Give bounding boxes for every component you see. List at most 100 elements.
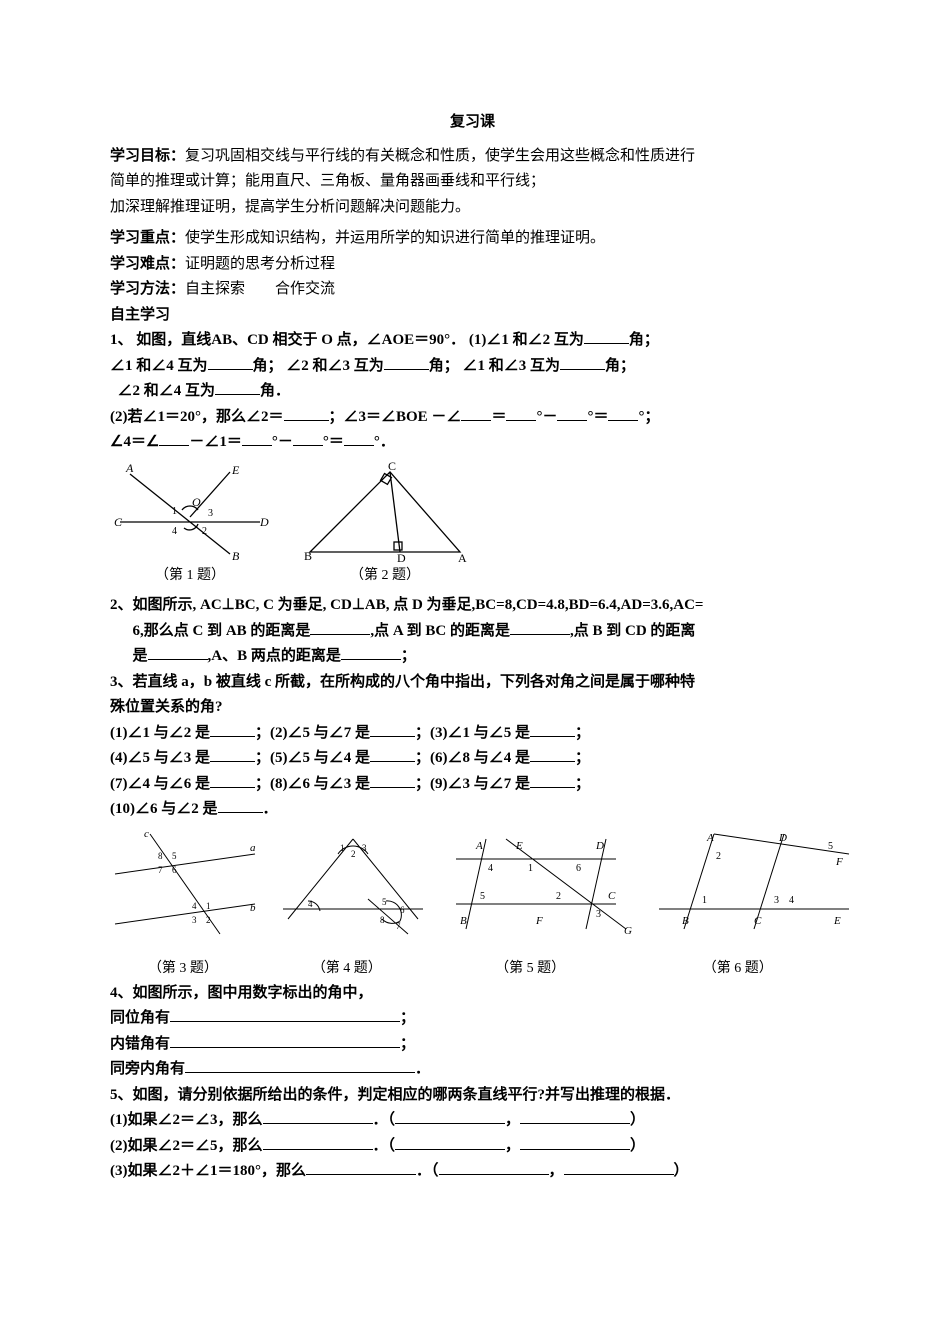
blank <box>170 1006 400 1022</box>
caption-3: （第 3 题） <box>110 957 256 981</box>
q4-period: ． <box>415 1061 430 1077</box>
q1-2a: (2)若∠1＝20°，那么∠2＝ <box>110 409 284 425</box>
q1-line1: 1、 如图，直线AB、CD 相交于 O 点，∠AOE＝90°． (1)∠1 和∠… <box>110 328 835 354</box>
fig5-C: C <box>608 890 616 902</box>
q2-b: 6,那么点 C 到 AB 的距离是 <box>133 623 311 639</box>
q1-2i: °－ <box>272 434 293 450</box>
q5-line1: 5、如图，请分别依据所给出的条件，判定相应的哪两条直线平行?并写出推理的根据． <box>110 1083 835 1109</box>
fig5-n3: 3 <box>596 909 601 920</box>
q4-line4: 同旁内角有 ． <box>110 1057 835 1083</box>
q3-7: (7)∠4 与∠6 是 <box>110 776 210 792</box>
q2-f: ,A、B 两点的距离是 <box>208 648 341 664</box>
blank <box>306 1159 416 1175</box>
q3-row1: (1)∠1 与∠2 是；(2)∠5 与∠7 是；(3)∠1 与∠5 是； <box>110 721 835 747</box>
fig5-n2: 2 <box>556 891 561 902</box>
q2-line3: 是,A、B 两点的距离是； <box>110 644 835 670</box>
blank <box>215 379 260 395</box>
caption-2: （第 2 题） <box>300 564 470 588</box>
fig4-n6: 6 <box>400 905 405 915</box>
q1-2k: °． <box>374 434 395 450</box>
fig3-n7: 7 <box>158 865 163 875</box>
fig6-n3: 3 <box>774 895 779 906</box>
q4-line2: 同位角有； <box>110 1006 835 1032</box>
q3-line2: 殊位置关系的角? <box>110 695 835 721</box>
blank <box>384 354 429 370</box>
q1-d: 角； ∠2 和∠3 互为 <box>253 358 384 374</box>
blank <box>520 1134 630 1150</box>
blank <box>370 746 415 762</box>
q2-line2: 6,那么点 C 到 AB 的距离是,点 A 到 BC 的距离是,点 B 到 CD… <box>110 619 835 645</box>
blank <box>370 772 415 788</box>
figure-row-2: a b c 8 5 7 6 4 1 3 2 <box>110 829 835 939</box>
q2-c: ,点 A 到 BC 的距离是 <box>370 623 510 639</box>
blank <box>344 430 374 446</box>
blank <box>506 405 536 421</box>
caption-row-2: （第 3 题） （第 4 题） （第 5 题） （第 6 题） <box>110 957 835 981</box>
blank <box>395 1108 505 1124</box>
blank <box>370 721 415 737</box>
fig5-G: G <box>624 925 632 937</box>
fig1-n4: 4 <box>172 526 177 537</box>
q4-d: 同旁内角有 <box>110 1061 185 1077</box>
q1-2-line2: ∠4＝∠－∠1＝°－°＝°． <box>110 430 835 456</box>
fig3-n8: 8 <box>158 851 163 861</box>
fig5-n1: 1 <box>528 863 533 874</box>
fig1-n2: 2 <box>202 526 207 537</box>
caption-row-1: （第 1 题） （第 2 题） <box>110 564 835 588</box>
blank <box>263 1134 373 1150</box>
blank <box>564 1159 674 1175</box>
caption-5: （第 5 题） <box>438 957 623 981</box>
q5-2: (2)如果∠2＝∠5，那么．（，） <box>110 1134 835 1160</box>
fig6-E: E <box>833 915 841 927</box>
q5-2c: ， <box>505 1138 520 1154</box>
fig4-n3: 3 <box>362 843 367 853</box>
blank <box>210 721 255 737</box>
blank <box>530 772 575 788</box>
fig2-C: C <box>388 462 396 473</box>
method-label: 学习方法： <box>110 281 185 297</box>
q5-3b: ．（ <box>416 1163 439 1179</box>
objective-line1: 学习目标：复习巩固相交线与平行线的有关概念和性质，使学生会用这些概念和性质进行 <box>110 144 835 170</box>
q3-row3: (7)∠4 与∠6 是；(8)∠6 与∠3 是；(9)∠3 与∠7 是； <box>110 772 835 798</box>
fig4-n5: 5 <box>382 897 387 907</box>
blank <box>170 1032 400 1048</box>
blank <box>310 619 370 635</box>
fig5-n4: 4 <box>488 863 493 874</box>
fig5-F: F <box>535 915 543 927</box>
fig6-C: C <box>754 915 762 927</box>
q1-h: 角． <box>260 383 290 399</box>
page-title: 复习课 <box>110 110 835 136</box>
fig3-b: b <box>250 902 256 914</box>
q3-semi1: ； <box>575 725 590 741</box>
fig5-n6: 6 <box>576 863 581 874</box>
blank <box>395 1134 505 1150</box>
key-text: 使学生形成知识结构，并运用所学的知识进行简单的推理证明。 <box>185 230 605 246</box>
figure-2: C B D A <box>300 462 470 562</box>
blank <box>159 430 189 446</box>
fig4-n4: 4 <box>308 899 313 909</box>
blank <box>560 354 605 370</box>
fig6-F: F <box>835 856 843 868</box>
q2-e: 是 <box>133 648 148 664</box>
q1-2-line1: (2)若∠1＝20°，那么∠2＝；∠3＝∠BOE －∠＝°－°＝°； <box>110 405 835 431</box>
difficulty-line: 学习难点：证明题的思考分析过程 <box>110 252 835 278</box>
q1-line2: ∠1 和∠4 互为角； ∠2 和∠3 互为角； ∠1 和∠3 互为角； <box>110 354 835 380</box>
q5-3d: ） <box>674 1163 689 1179</box>
blank <box>439 1159 549 1175</box>
fig3-n1: 1 <box>206 901 211 911</box>
key-line: 学习重点：使学生形成知识结构，并运用所学的知识进行简单的推理证明。 <box>110 226 835 252</box>
q4-semi2: ； <box>400 1036 415 1052</box>
q1-2f: °； <box>638 409 659 425</box>
fig2-D: D <box>397 551 406 562</box>
fig4-n1: 1 <box>340 843 345 853</box>
blank <box>530 746 575 762</box>
q3-line1: 3、若直线 a，b 被直线 c 所截，在所构成的八个角中指出，下列各对角之间是属… <box>110 670 835 696</box>
fig5-B: B <box>460 915 467 927</box>
q2-line1: 2、如图所示, AC⊥BC, C 为垂足, CD⊥AB, 点 D 为垂足,BC=… <box>110 593 835 619</box>
fig1-n1: 1 <box>172 506 177 517</box>
q3-semi2: ； <box>575 750 590 766</box>
blank <box>557 405 587 421</box>
q3-4: (4)∠5 与∠3 是 <box>110 750 210 766</box>
q3-end: ． <box>263 801 278 817</box>
blank <box>185 1057 415 1073</box>
